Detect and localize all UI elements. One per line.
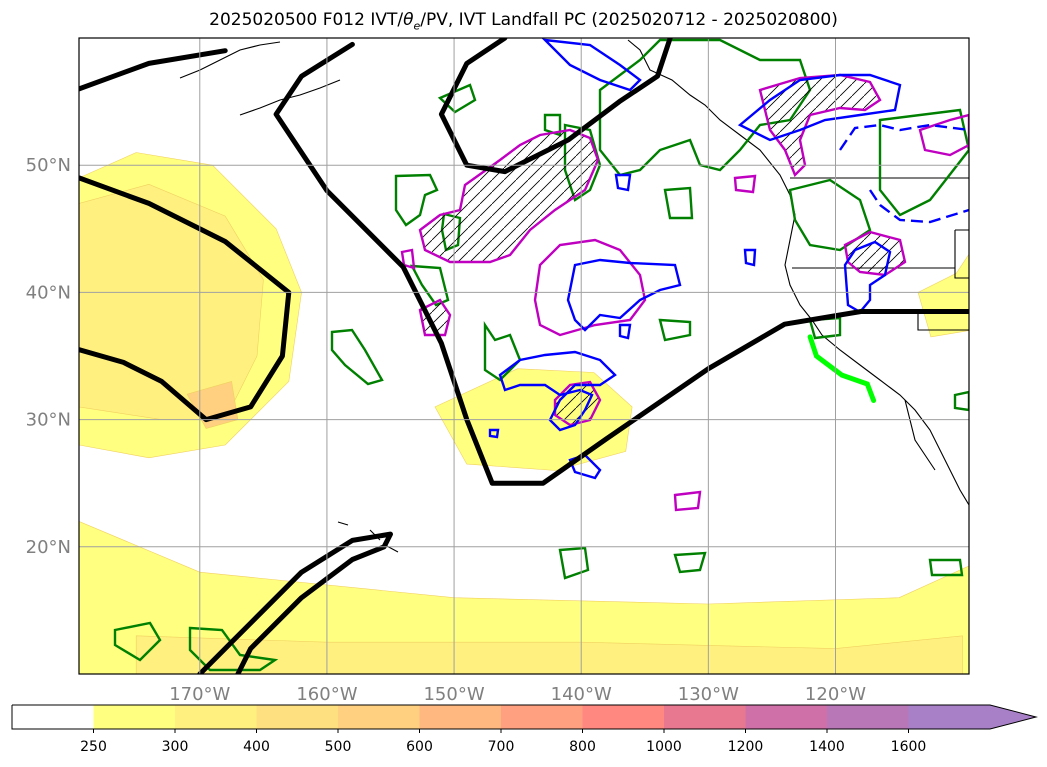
lon-tick-label: 150°W bbox=[423, 684, 484, 705]
lat-tick-label: 40°N bbox=[26, 282, 71, 303]
lon-tick-label: 160°W bbox=[296, 684, 357, 705]
colorbar-segment bbox=[419, 705, 502, 729]
colorbar-outline bbox=[11, 704, 1038, 730]
colorbar-segment bbox=[664, 705, 746, 729]
ivt-region-southern-band-inner bbox=[135, 635, 963, 674]
colorbar-under-segment bbox=[12, 705, 94, 729]
colorbar-tick-label: 700 bbox=[488, 739, 515, 755]
pv-contour-southern-tongue bbox=[197, 531, 393, 674]
lon-tick-label: 120°W bbox=[805, 684, 866, 705]
pv-contour-ridge-arc bbox=[273, 41, 969, 486]
colorbar-segment bbox=[338, 705, 420, 729]
lon-tick-label: 170°W bbox=[169, 684, 230, 705]
chart-title: 2025020500 F012 IVT/θe/PV, IVT Landfall … bbox=[209, 10, 838, 33]
lon-tick-label: 130°W bbox=[678, 684, 739, 705]
pv-contour-western-loop bbox=[79, 175, 292, 423]
axis-labels: 20°N 30°N 40°N 50°N 170°W 160°W 150°W 140°W 130°… bbox=[26, 155, 867, 705]
colorbar-segment bbox=[175, 705, 257, 729]
colorbar-tick-label: 300 bbox=[162, 739, 189, 755]
colorbar-tick-label: 800 bbox=[569, 739, 596, 755]
pv-contour-gulf-alaska-arc bbox=[438, 38, 673, 175]
green-contours bbox=[113, 38, 969, 672]
ivt-colorbar: 250 300 400 500 600 700 800 1000 1200 1400 1600 bbox=[11, 704, 1038, 755]
lat-tick-label: 50°N bbox=[26, 155, 71, 176]
colorbar-extend-arrow bbox=[908, 705, 1036, 729]
colorbar-segment bbox=[745, 705, 828, 729]
colorbar-tick-label: 1600 bbox=[891, 739, 927, 755]
ivt-region-southern-band bbox=[79, 521, 969, 674]
colorbar-tick-label: 250 bbox=[80, 739, 107, 755]
colorbar-segment bbox=[582, 705, 665, 729]
map-frame bbox=[78, 37, 970, 675]
ivt-landfall-segment bbox=[807, 334, 877, 403]
colorbar-segment bbox=[256, 705, 339, 729]
colorbar-tick-label: 1200 bbox=[728, 739, 764, 755]
lon-tick-label: 140°W bbox=[551, 684, 612, 705]
colorbar-tick-label: 500 bbox=[325, 739, 352, 755]
colorbar-segment bbox=[827, 705, 909, 729]
colorbar-tick-label: 400 bbox=[243, 739, 270, 755]
lat-tick-label: 30°N bbox=[26, 410, 71, 431]
ivt-shading bbox=[79, 152, 969, 674]
blue-contours bbox=[488, 38, 969, 480]
colorbar-tick-label: 1400 bbox=[809, 739, 845, 755]
colorbar-tick-label: 600 bbox=[406, 739, 433, 755]
static-contours bbox=[113, 38, 969, 672]
map-grid bbox=[79, 38, 969, 674]
lat-tick-label: 20°N bbox=[26, 537, 71, 558]
colorbar-segment bbox=[501, 705, 583, 729]
colorbar-tick-label: 1000 bbox=[646, 739, 682, 755]
colorbar-segment bbox=[93, 705, 176, 729]
